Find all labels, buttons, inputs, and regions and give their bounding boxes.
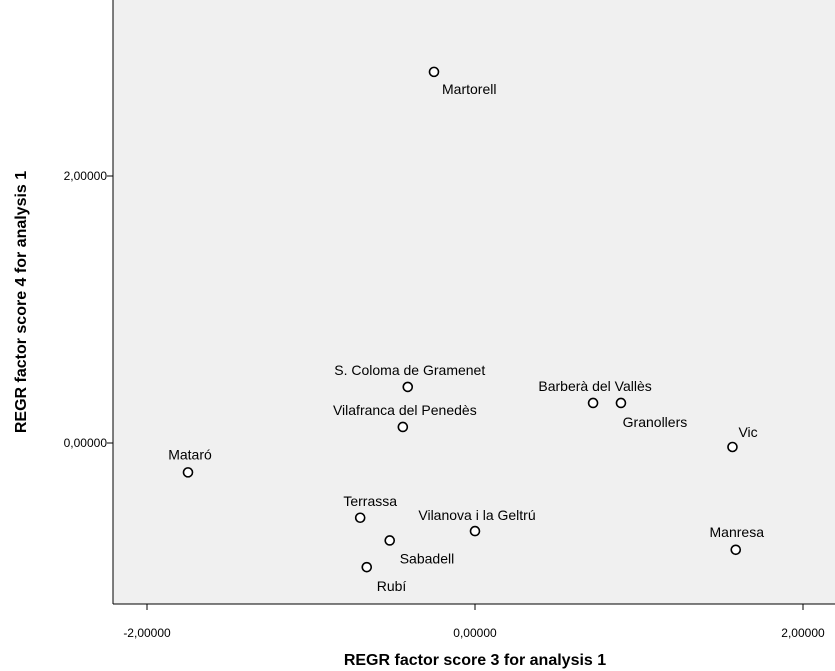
point-label: S. Coloma de Gramenet <box>334 362 485 378</box>
x-axis-title: REGR factor score 3 for analysis 1 <box>344 652 606 669</box>
point-label: Rubí <box>377 578 407 594</box>
data-point <box>354 512 366 524</box>
point-label: Martorell <box>442 81 496 97</box>
point-label: Sabadell <box>400 550 455 566</box>
point-label: Granollers <box>623 414 688 430</box>
x-tick-label: -2,00000 <box>123 626 171 640</box>
data-points: Martorell S. Coloma de Gramenet Vilafranca… <box>168 66 765 594</box>
data-point <box>727 441 738 453</box>
point-label: Vilafranca del Penedès <box>333 402 477 418</box>
data-point <box>615 397 627 409</box>
data-point <box>182 467 194 478</box>
y-axis-title: REGR factor score 4 for analysis 1 <box>13 171 30 433</box>
data-point <box>730 544 742 556</box>
point-label: Manresa <box>710 524 765 540</box>
point-label: Barberà del Vallès <box>538 378 651 394</box>
data-point <box>384 535 396 546</box>
data-point <box>587 397 599 409</box>
plot-area <box>113 0 835 604</box>
point-label: Mataró <box>168 446 212 462</box>
y-tick-label: 2,00000 <box>64 169 108 183</box>
x-tick-label: 2,00000 <box>781 626 825 640</box>
y-tick-label: 0,00000 <box>64 436 108 450</box>
point-label: Vic <box>738 424 757 440</box>
axis-ticks: -2,00000 0,00000 2,00000 0,00000 2,00000 <box>64 0 835 640</box>
data-point <box>361 561 373 573</box>
point-label: Vilanova i la Geltrú <box>418 507 535 523</box>
x-tick-label: 0,00000 <box>453 626 497 640</box>
point-label: Terrassa <box>343 493 397 509</box>
data-point <box>397 421 409 433</box>
data-point <box>428 66 440 78</box>
data-point <box>469 525 481 537</box>
data-point <box>402 381 414 393</box>
